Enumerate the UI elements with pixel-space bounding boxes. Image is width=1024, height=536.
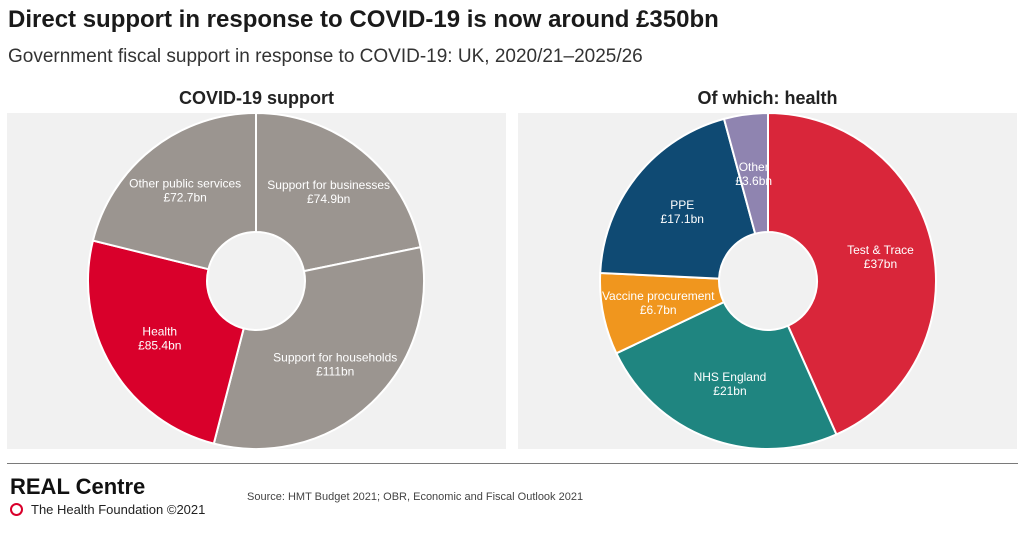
slice-label-health: Health£85.4bn [138,324,181,352]
health-panel: Test & Trace £37bn NHS England £21bn Vaccine… [518,111,1017,450]
source-note: Source: HMT Budget 2021; OBR, Economic a… [247,491,584,503]
slice-value: £21bn [713,384,746,398]
slice-name: Support for businesses [267,178,390,192]
slice-value: £74.9bn [307,192,350,206]
organisation-name: The Health Foundation ©2021 [31,502,206,517]
slice-value: £111bn [316,364,354,378]
slice-test-trace [767,111,937,436]
slice-value: £37bn [864,257,897,271]
slice-value: £3.6bn [735,174,772,188]
slice-name: Test & Trace [847,243,914,257]
slice-label-support-for-businesses: Support for businesses£74.9bn [267,178,390,206]
slice-nhs-england [615,300,838,450]
slice-value: £17.1bn [661,212,704,226]
slice-label-nhs-england: NHS England£21bn [694,370,767,398]
slice-label-vaccine-procurement: Vaccine procurement£6.7bn [602,289,715,317]
brand-name: REAL Centre [10,474,146,499]
slice-health [87,239,245,445]
left-chart-title: COVID-19 support [178,88,334,108]
slice-support-for-businesses [255,111,422,273]
footer-divider [7,463,1018,464]
slice-other-public-services [91,111,257,271]
health-foundation-ring-icon [10,503,23,516]
slice-name: Other public services [129,176,241,190]
slice-value: £85.4bn [138,338,181,352]
slice-value: £72.7bn [163,190,206,204]
slice-label-other-public-services: Other public services£72.7bn [129,176,241,204]
slice-name: Support for households [273,350,397,364]
slice-ppe [599,117,757,280]
slice-label-test-trace: Test & Trace£37bn [847,243,914,271]
right-chart-title: Of which: health [697,88,838,108]
slice-name: Other [739,160,769,174]
slice-name: PPE [670,198,694,212]
covid-support-panel: Support for businesses £74.9bn Support for… [7,111,506,450]
slice-label-ppe: PPE£17.1bn [661,198,704,226]
slice-label-other: Other£3.6bn [735,160,772,188]
slice-value: £6.7bn [640,303,677,317]
slice-name: Health [142,324,177,338]
slice-other [722,111,769,235]
slice-name: Vaccine procurement [602,289,715,303]
organisation: The Health Foundation ©2021 [10,502,205,517]
slice-name: NHS England [694,370,767,384]
slice-label-support-for-households: Support for households£111bn [273,350,397,378]
slice-support-for-households [212,245,425,450]
chart-subtitle: Government fiscal support in response to… [8,46,643,67]
chart-title: Direct support in response to COVID-19 i… [8,6,719,33]
health-donut: Test & Trace£37bn NHS England£21bn Vaccine… [599,111,937,450]
